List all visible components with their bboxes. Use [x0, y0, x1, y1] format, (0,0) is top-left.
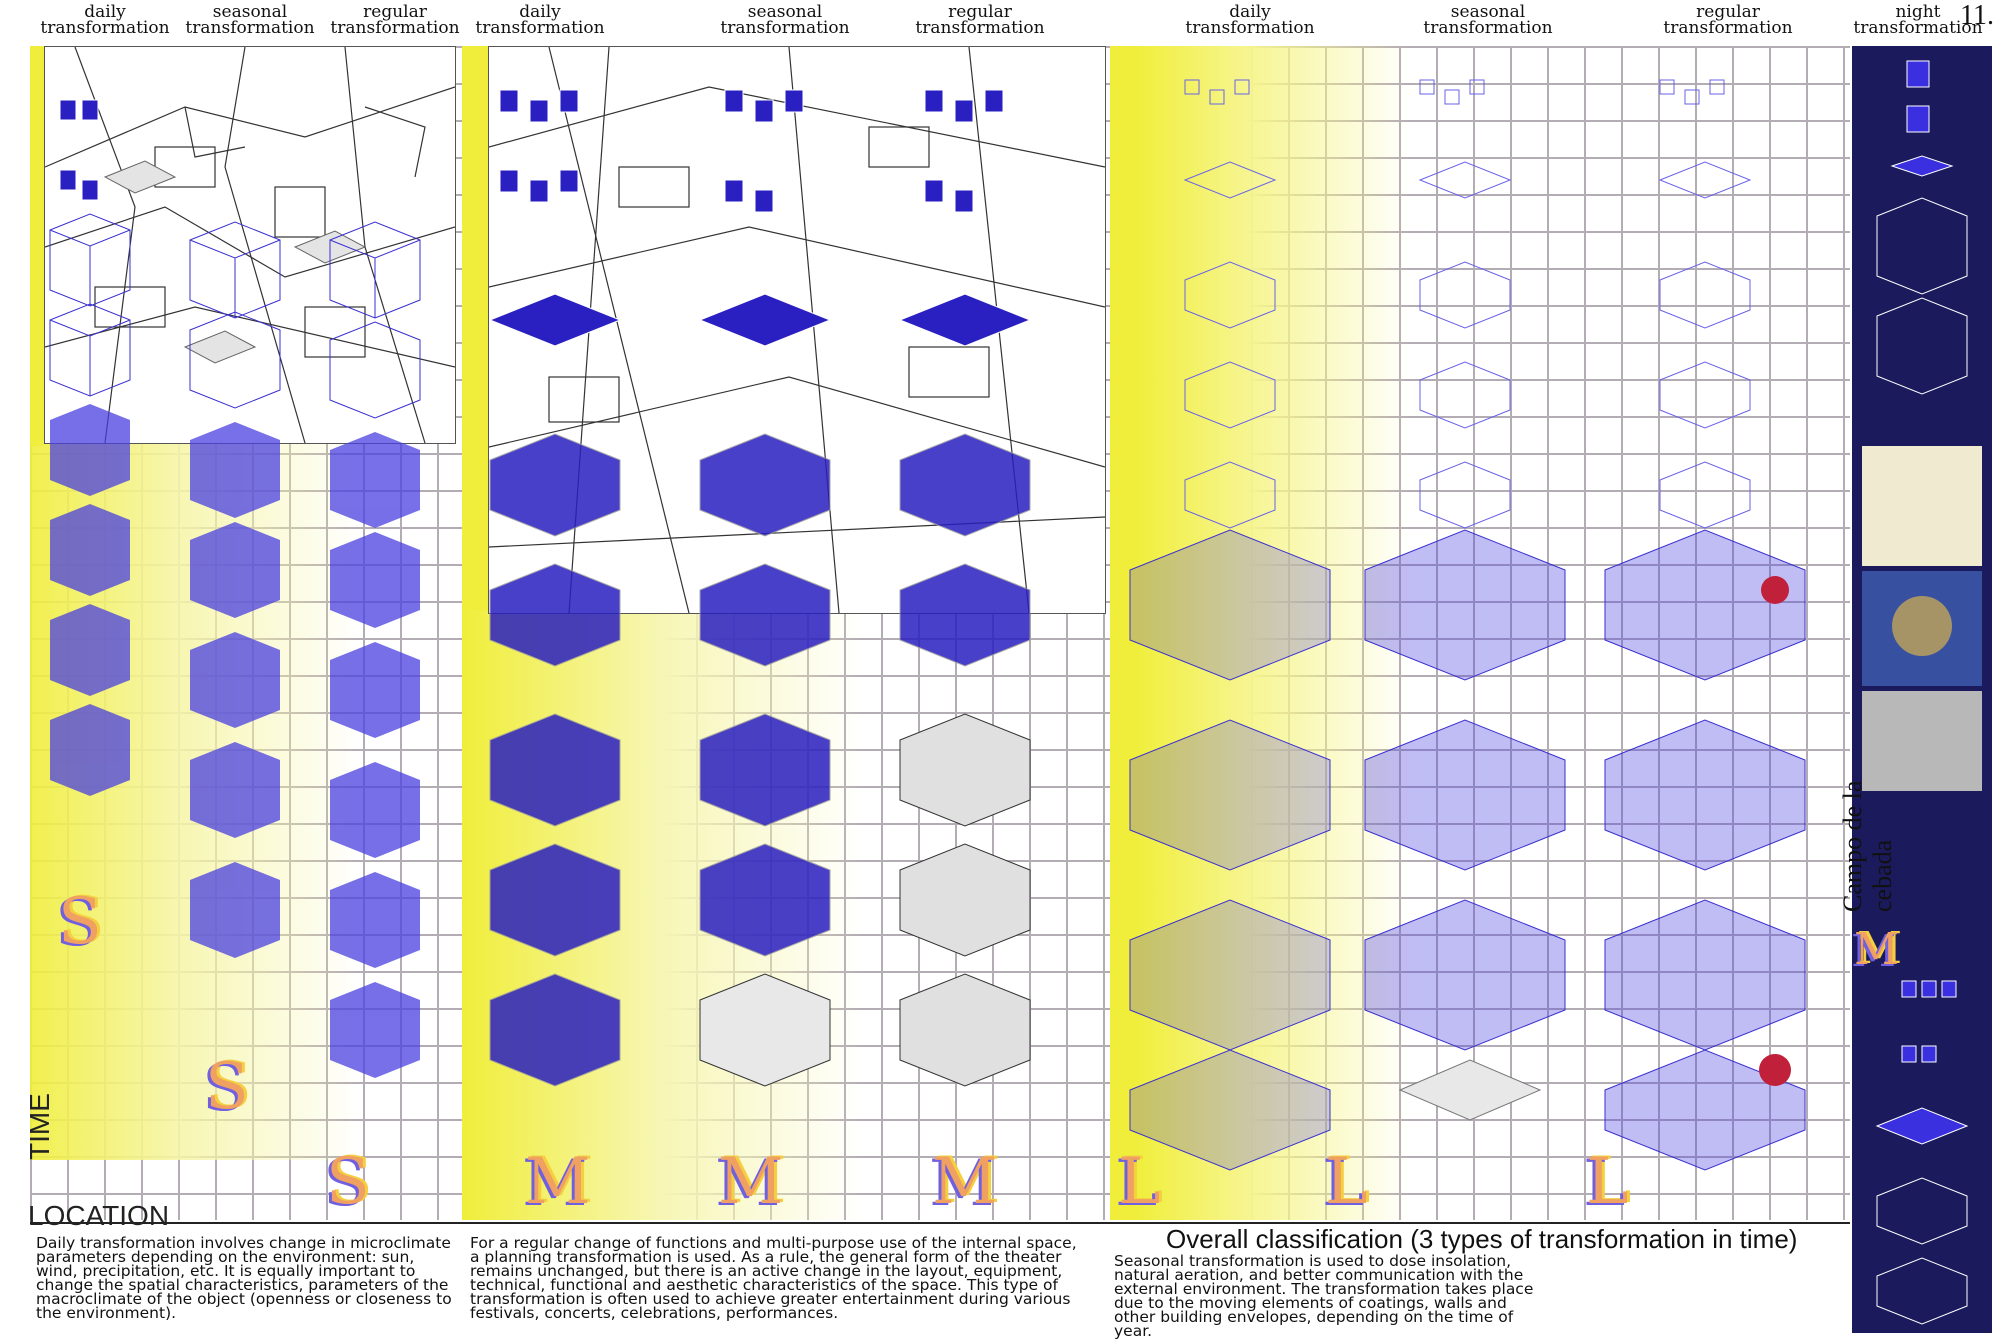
site-map-s — [44, 46, 456, 444]
l-daily-stack — [1125, 70, 1335, 1180]
description-seasonal: Seasonal transformation is used to dose … — [1114, 1252, 1534, 1340]
size-letter-l1: L — [1118, 1145, 1161, 1219]
axis-location-label: LOCATION — [28, 1200, 170, 1231]
night-tile-lower — [1862, 976, 1982, 1326]
size-letter-s3: S — [326, 1145, 370, 1219]
column-header-night: night transformation — [1853, 2, 1983, 38]
size-letter-l3: L — [1586, 1145, 1629, 1219]
s-daily-stack — [40, 60, 140, 860]
size-letter-night: M — [1854, 924, 1900, 975]
size-letter-s2: S — [205, 1050, 249, 1124]
night-tile-1 — [1862, 56, 1982, 436]
l-seasonal-stack — [1360, 70, 1570, 1180]
yellow-band-s — [30, 46, 44, 446]
size-letter-m1: M — [525, 1145, 591, 1219]
l-regular-stack — [1600, 70, 1810, 1180]
site-label-campo: Campo de la cebada — [1838, 780, 1897, 912]
overall-heading: Overall classification (3 types of trans… — [1166, 1224, 1798, 1254]
column-header-l-daily: daily transformation — [1185, 2, 1315, 38]
m-seasonal-stack — [690, 80, 840, 1090]
column-header-m-regular: regular transformation — [915, 2, 1045, 38]
size-letter-l2: L — [1325, 1145, 1368, 1219]
column-header-m-daily: daily transformation — [475, 2, 605, 38]
column-header-s-regular: regular transformation — [330, 2, 460, 38]
page-number: 11. — [1960, 0, 1994, 31]
yellow-band-l — [1110, 46, 1410, 1220]
column-header-l-regular: regular transformation — [1663, 2, 1793, 38]
size-letter-s1: S — [58, 885, 102, 959]
size-letter-m3: M — [932, 1145, 998, 1219]
column-header-l-seasonal: seasonal transformation — [1423, 2, 1553, 38]
s-regular-stack — [320, 60, 430, 1120]
baseline-rule — [30, 1222, 1850, 1224]
night-transformation-strip — [1852, 46, 1992, 1333]
m-daily-stack — [480, 80, 630, 1090]
description-regular: For a regular change of functions and mu… — [470, 1234, 1077, 1322]
map-linework-m — [489, 47, 1105, 613]
m-regular-stack — [890, 80, 1040, 1090]
size-letter-m2: M — [718, 1145, 784, 1219]
axis-time-label: TIME — [24, 1093, 55, 1160]
column-header-s-daily: daily transformation — [40, 2, 170, 38]
night-tile-render — [1862, 446, 1982, 986]
column-header-s-seasonal: seasonal transformation — [185, 2, 315, 38]
s-seasonal-stack — [180, 60, 290, 1020]
column-header-m-seasonal: seasonal transformation — [720, 2, 850, 38]
description-daily: Daily transformation involves change in … — [36, 1234, 452, 1322]
